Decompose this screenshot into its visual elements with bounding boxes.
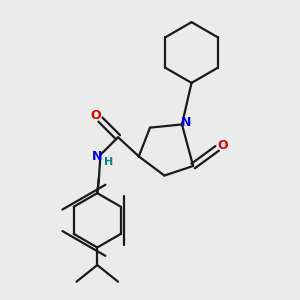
Text: H: H	[103, 157, 113, 167]
Text: N: N	[181, 116, 191, 129]
Text: O: O	[218, 139, 228, 152]
Text: O: O	[90, 109, 101, 122]
Text: N: N	[92, 150, 103, 163]
